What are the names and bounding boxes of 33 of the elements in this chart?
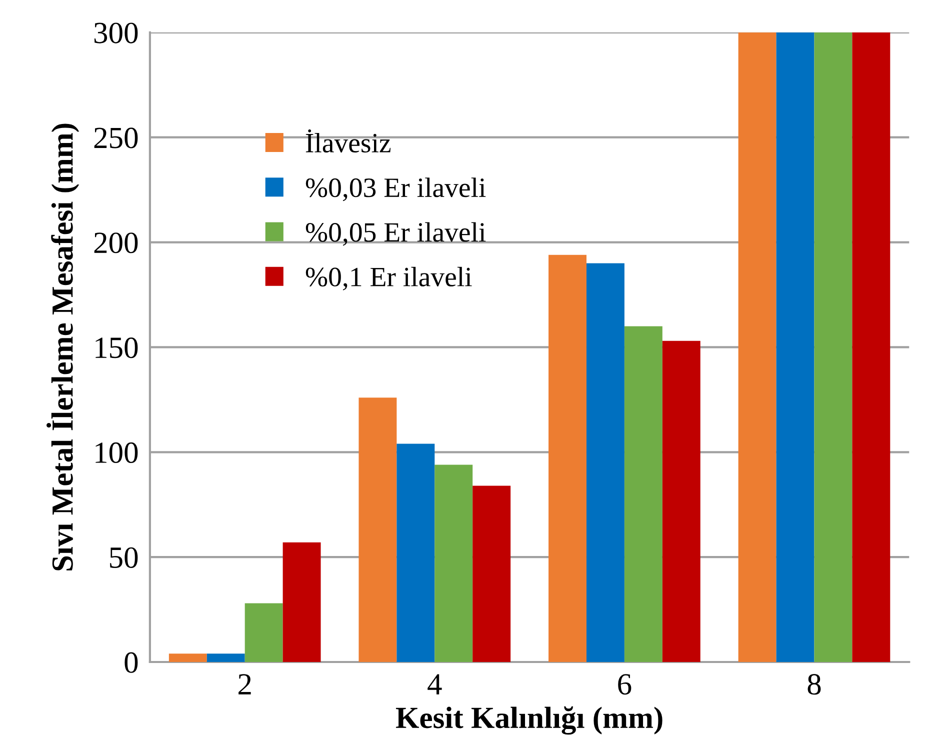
y-tick-label: 0 <box>124 652 138 673</box>
x-tick-label: 6 <box>618 674 632 695</box>
bar <box>282 542 321 662</box>
bar <box>396 444 435 662</box>
y-tick-label: 300 <box>94 22 138 44</box>
legend-label: %0,05 Er ilaveli <box>306 222 486 246</box>
y-tick-label: 50 <box>110 547 138 568</box>
x-tick-label: 8 <box>808 674 821 695</box>
bar <box>814 32 852 662</box>
bar <box>548 254 586 662</box>
y-tick-label: 250 <box>94 128 138 148</box>
x-tick-label: 4 <box>428 674 442 694</box>
bar <box>586 263 624 662</box>
bar <box>472 486 511 662</box>
bar <box>358 398 397 662</box>
y-tick-label: 100 <box>96 442 138 464</box>
bar <box>434 464 473 662</box>
bar <box>738 32 776 662</box>
bar <box>244 603 283 662</box>
bar <box>168 654 207 662</box>
y-tick-label: 200 <box>94 232 138 254</box>
bar <box>852 32 890 662</box>
x-axis-title: Kesit Kalınlığı (mm) <box>396 706 662 735</box>
x-tick-label: 2 <box>238 674 251 694</box>
y-axis-title: Sıvı Metal İlerleme Mesafesi (mm) <box>46 124 80 570</box>
legend-label: %0,1 Er ilaveli <box>306 266 472 290</box>
legend-label: İlavesiz <box>306 129 391 153</box>
y-tick-label: 150 <box>96 338 138 358</box>
bar <box>662 340 700 662</box>
bar <box>206 654 245 662</box>
bar <box>624 326 662 662</box>
bar <box>776 32 814 662</box>
legend-label: %0,03 Er ilaveli <box>306 178 486 202</box>
